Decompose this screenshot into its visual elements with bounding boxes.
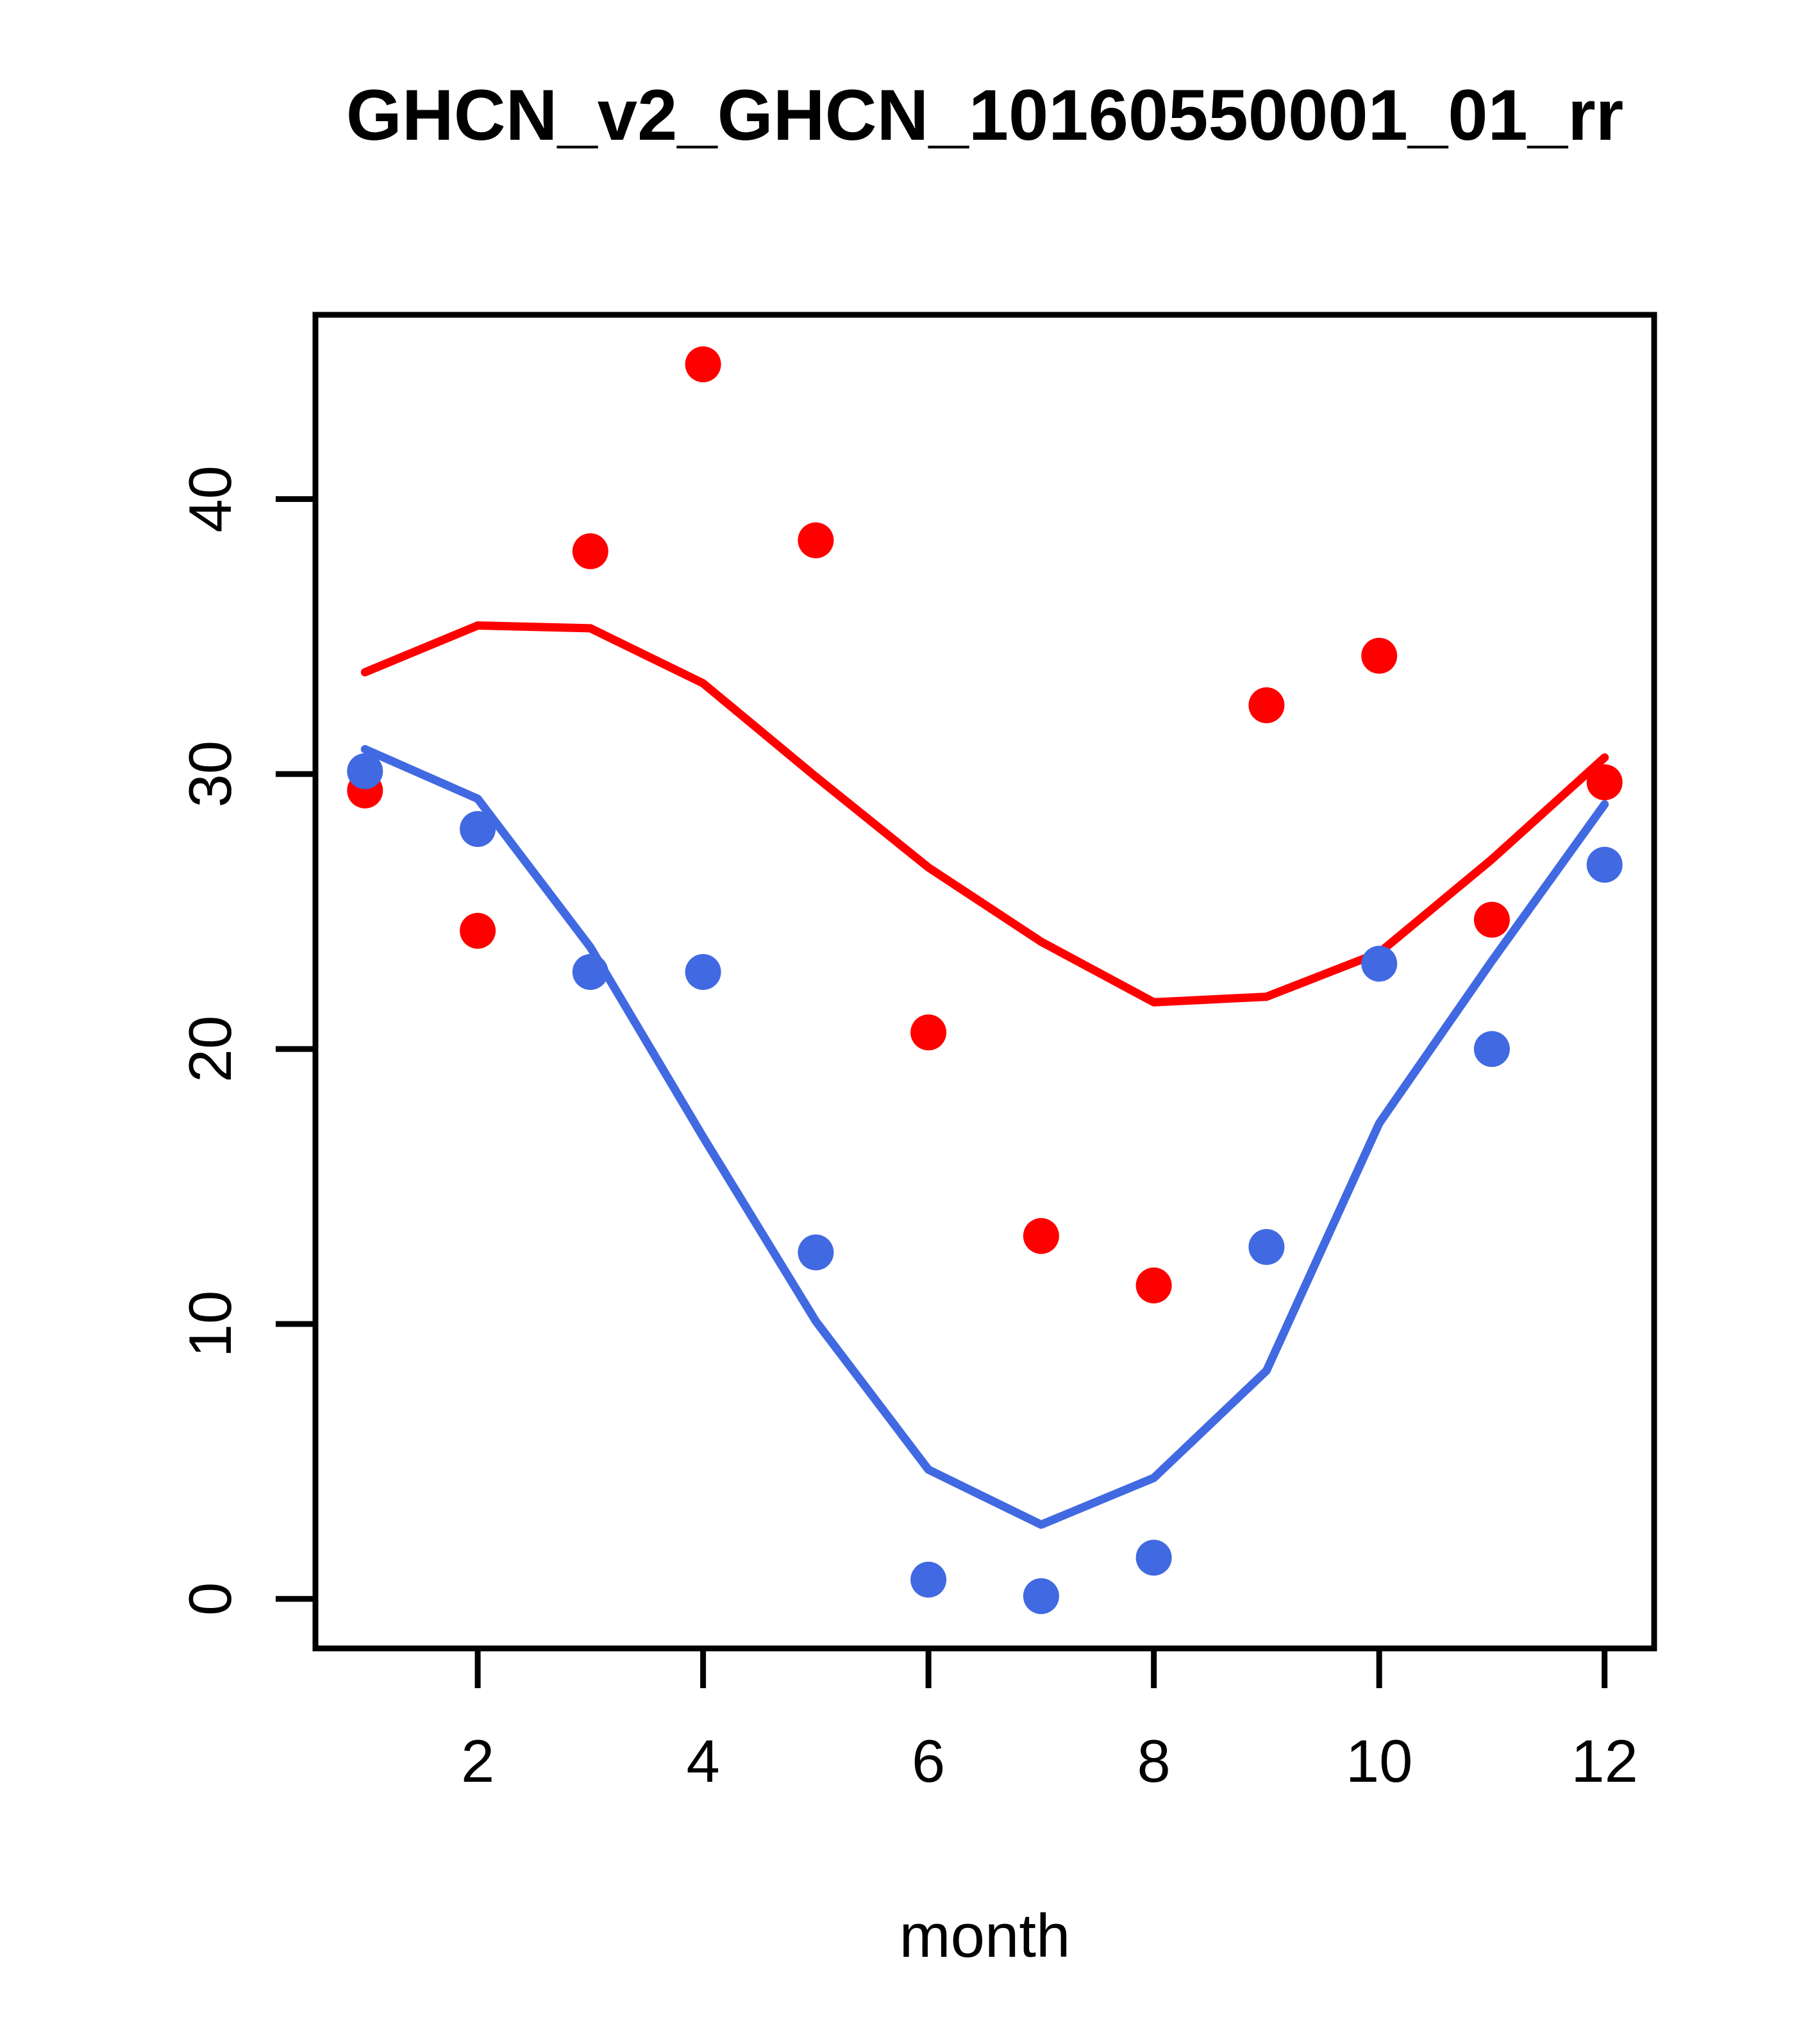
series-blue-line <box>360 745 1609 1529</box>
blue-points-month-8 <box>1135 1539 1172 1576</box>
y-tick-label: 40 <box>176 465 244 533</box>
axes: 2 4 6 8 10 12 0 10 20 30 40 <box>176 312 1657 1795</box>
x-axis-label: month <box>900 1902 1071 1970</box>
blue-points-month-12 <box>1586 846 1623 883</box>
blue-points-month-7 <box>1023 1578 1059 1614</box>
blue-points-month-1 <box>347 753 383 789</box>
red-points-month-8 <box>1135 1267 1172 1303</box>
red-points-month-6 <box>910 1014 947 1051</box>
red-points-month-7 <box>1023 1218 1059 1254</box>
y-tick-label: 0 <box>176 1582 244 1616</box>
blue-points-month-3 <box>572 954 608 990</box>
blue-points-month-4 <box>685 954 721 990</box>
red-points-month-2 <box>460 912 496 949</box>
y-tick-label: 30 <box>176 741 244 808</box>
red-points-month-10 <box>1361 637 1398 674</box>
blue-points-month-11 <box>1473 1031 1510 1068</box>
y-tick-label: 10 <box>176 1291 244 1358</box>
chart-title: GHCN_v2_GHCN_10160550001_01_rr <box>346 75 1623 155</box>
series-red-line <box>360 621 1609 1007</box>
red-points-month-3 <box>572 533 608 569</box>
x-tick-label: 4 <box>686 1727 719 1795</box>
x-tick-label: 6 <box>912 1727 945 1795</box>
blue-points-month-10 <box>1361 946 1398 982</box>
red-points-month-5 <box>798 522 834 558</box>
blue-points-month-2 <box>460 811 496 847</box>
x-tick-label: 12 <box>1571 1727 1638 1795</box>
blue-points-month-5 <box>798 1234 834 1271</box>
x-tick-label: 2 <box>461 1727 494 1795</box>
red-points-month-11 <box>1473 901 1510 938</box>
red-points-month-4 <box>685 346 721 383</box>
red-points-month-9 <box>1248 687 1285 723</box>
x-tick-label: 8 <box>1137 1727 1170 1795</box>
y-tick-label: 20 <box>176 1016 244 1083</box>
plot-box <box>312 312 1657 1652</box>
x-tick-label: 10 <box>1346 1727 1413 1795</box>
red-points-month-12 <box>1586 764 1623 801</box>
series-layer <box>347 346 1623 1614</box>
blue-points-month-9 <box>1248 1228 1285 1265</box>
blue-points-month-6 <box>910 1561 947 1598</box>
